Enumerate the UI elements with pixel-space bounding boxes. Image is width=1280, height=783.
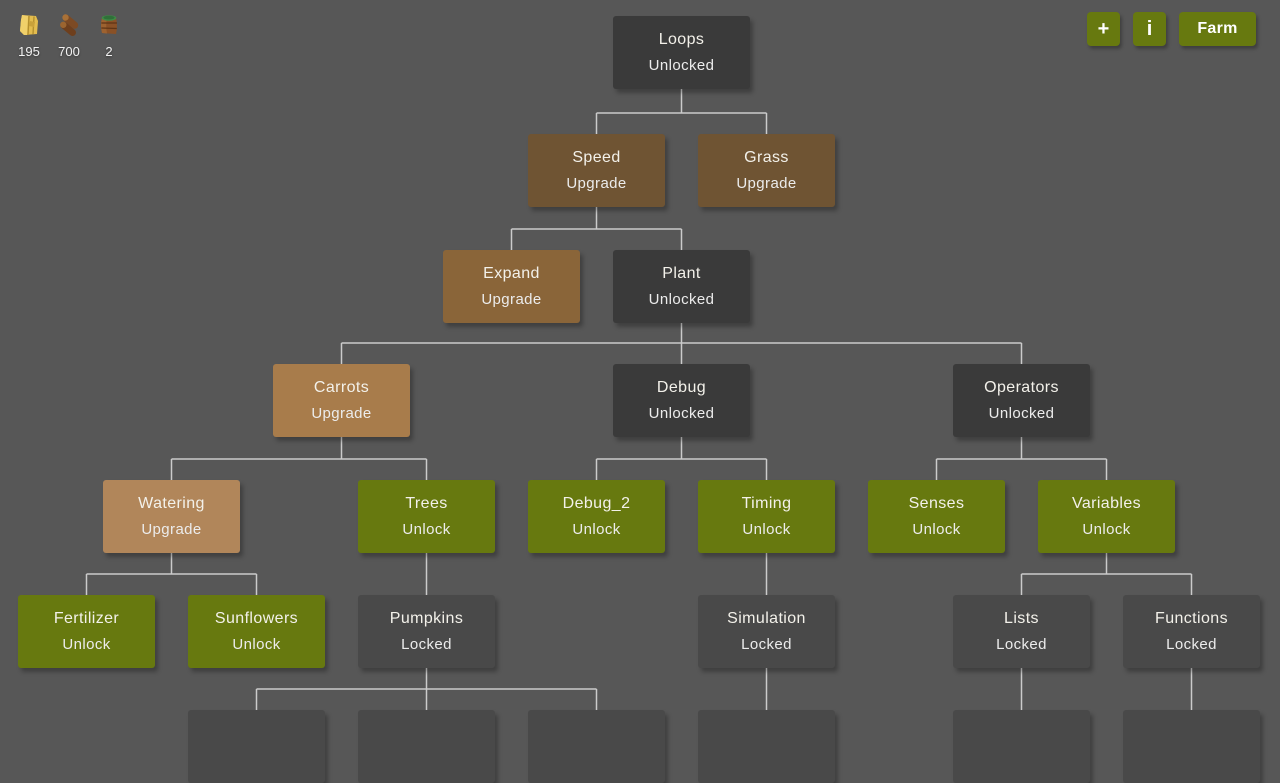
tree-node-pumpkins[interactable]: Pumpkins Locked xyxy=(358,595,495,668)
tree-node-carrots[interactable]: Carrots Upgrade xyxy=(273,364,410,437)
tree-node-trees[interactable]: Trees Unlock xyxy=(358,480,495,553)
tech-tree: Loops Unlocked Speed Upgrade Grass Upgrade Exp… xyxy=(18,16,1260,783)
add-button[interactable]: + xyxy=(1087,12,1120,46)
node-status: Unlock xyxy=(912,521,961,538)
node-title: Carrots xyxy=(313,379,370,396)
tree-node-lists[interactable]: Lists Locked xyxy=(953,595,1090,668)
node-status: Upgrade xyxy=(566,175,627,192)
node-title: Debug_2 xyxy=(562,495,631,512)
tree-node-cutoff_3[interactable] xyxy=(528,710,665,783)
node-status: Unlocked xyxy=(648,57,715,74)
node-status: Locked xyxy=(996,636,1047,653)
node-title: Pumpkins xyxy=(389,610,464,627)
node-status: Unlock xyxy=(232,636,281,653)
tree-node-debug_2[interactable]: Debug_2 Unlock xyxy=(528,480,665,553)
toolbar: + i Farm xyxy=(1087,12,1256,46)
tree-node-fertilizer[interactable]: Fertilizer Unlock xyxy=(18,595,155,668)
node-title: Simulation xyxy=(727,610,806,627)
tree-node-grass[interactable]: Grass Upgrade xyxy=(698,134,835,207)
fertilizer-count: 2 xyxy=(105,44,113,59)
node-title: Variables xyxy=(1071,495,1142,512)
node-status: Locked xyxy=(1166,636,1217,653)
node-status: Locked xyxy=(741,636,792,653)
tree-node-loops[interactable]: Loops Unlocked xyxy=(613,16,750,89)
node-status: Upgrade xyxy=(736,175,797,192)
wood-icon xyxy=(56,12,82,43)
node-status: Upgrade xyxy=(311,405,372,422)
node-status: Unlock xyxy=(572,521,621,538)
node-title: Timing xyxy=(741,495,792,512)
node-title: Fertilizer xyxy=(53,610,120,627)
node-title: Lists xyxy=(1004,610,1039,627)
resource-hay: 195 xyxy=(16,12,42,59)
tree-node-cutoff_6[interactable] xyxy=(1123,710,1260,783)
tree-node-functions[interactable]: Functions Locked xyxy=(1123,595,1260,668)
node-title: Speed xyxy=(572,149,621,166)
node-title: Expand xyxy=(483,265,540,282)
tree-node-simulation[interactable]: Simulation Locked xyxy=(698,595,835,668)
tree-node-cutoff_2[interactable] xyxy=(358,710,495,783)
node-status: Upgrade xyxy=(481,291,542,308)
node-title: Operators xyxy=(984,379,1059,396)
node-title: Trees xyxy=(405,495,448,512)
node-status: Unlocked xyxy=(648,405,715,422)
node-title: Senses xyxy=(908,495,965,512)
tree-node-cutoff_1[interactable] xyxy=(188,710,325,783)
tree-node-timing[interactable]: Timing Unlock xyxy=(698,480,835,553)
node-status: Unlock xyxy=(402,521,451,538)
tree-node-sunflowers[interactable]: Sunflowers Unlock xyxy=(188,595,325,668)
resource-wood: 700 xyxy=(56,12,82,59)
tree-node-speed[interactable]: Speed Upgrade xyxy=(528,134,665,207)
node-status: Unlock xyxy=(1082,521,1131,538)
node-title: Functions xyxy=(1155,610,1228,627)
resource-fertilizer: 2 xyxy=(96,12,122,59)
node-title: Loops xyxy=(658,31,705,48)
node-status: Unlocked xyxy=(648,291,715,308)
node-title: Plant xyxy=(662,265,701,282)
hay-icon xyxy=(16,12,42,43)
tree-node-variables[interactable]: Variables Unlock xyxy=(1038,480,1175,553)
node-status: Locked xyxy=(401,636,452,653)
hay-count: 195 xyxy=(18,44,40,59)
tree-node-cutoff_4[interactable] xyxy=(698,710,835,783)
node-status: Unlocked xyxy=(988,405,1055,422)
tree-node-expand[interactable]: Expand Upgrade xyxy=(443,250,580,323)
tree-connectors xyxy=(85,89,1193,710)
node-status: Upgrade xyxy=(141,521,202,538)
node-title: Watering xyxy=(138,495,205,512)
tree-node-cutoff_5[interactable] xyxy=(953,710,1090,783)
tree-node-operators[interactable]: Operators Unlocked xyxy=(953,364,1090,437)
node-title: Sunflowers xyxy=(214,610,299,627)
resource-bar: 195 700 2 xyxy=(16,12,122,59)
node-title: Grass xyxy=(744,149,789,166)
farm-button[interactable]: Farm xyxy=(1179,12,1256,46)
node-status: Unlock xyxy=(742,521,791,538)
info-button[interactable]: i xyxy=(1133,12,1166,46)
node-status: Unlock xyxy=(62,636,111,653)
tree-node-debug[interactable]: Debug Unlocked xyxy=(613,364,750,437)
fertilizer-icon xyxy=(96,12,122,43)
tree-node-plant[interactable]: Plant Unlocked xyxy=(613,250,750,323)
node-title: Debug xyxy=(656,379,707,396)
wood-count: 700 xyxy=(58,44,80,59)
tree-node-watering[interactable]: Watering Upgrade xyxy=(103,480,240,553)
tree-node-senses[interactable]: Senses Unlock xyxy=(868,480,1005,553)
